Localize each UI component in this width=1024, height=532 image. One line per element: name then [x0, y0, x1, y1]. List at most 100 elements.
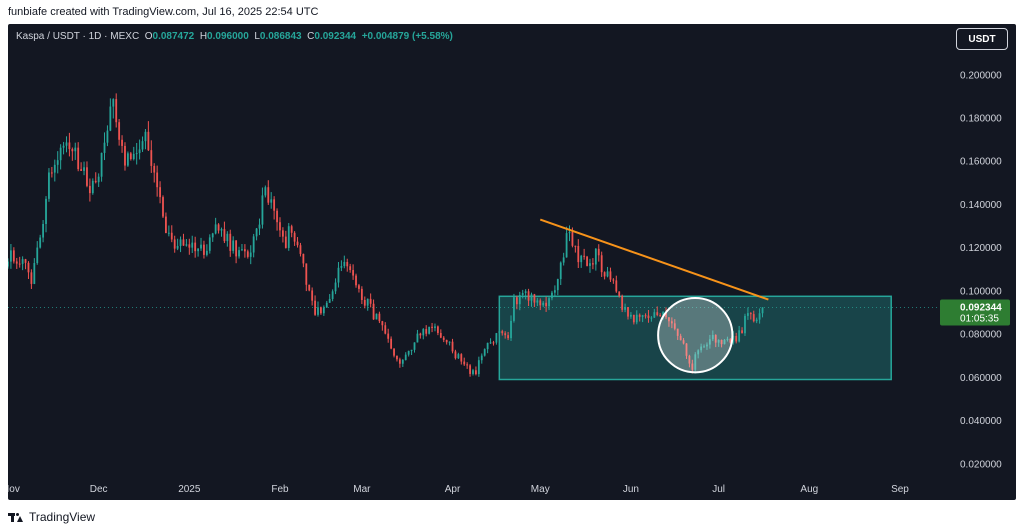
candle-body [185, 244, 188, 246]
footer-brand[interactable]: TradingView [8, 510, 95, 524]
candle-body [714, 335, 717, 343]
y-axis-tick-label: 0.040000 [960, 416, 1002, 427]
candle-body [551, 292, 553, 299]
y-axis-tick-label: 0.140000 [960, 200, 1002, 211]
candle-body [741, 330, 743, 334]
candle-body [472, 370, 474, 374]
candle-body [723, 339, 726, 345]
symbol-legend: Kaspa / USDT · 1D · MEXC O0.087472 H0.09… [16, 31, 453, 42]
candle-body [510, 320, 512, 339]
candle-body [317, 307, 319, 315]
candle-body [138, 149, 141, 154]
candle-body [688, 355, 691, 364]
y-axis-tick-label: 0.100000 [960, 286, 1002, 297]
candle-body [577, 245, 580, 263]
candle-body [182, 239, 185, 246]
candle-body [214, 224, 217, 234]
x-axis-tick-label: 2025 [178, 484, 201, 495]
candle-body [68, 142, 71, 150]
candle-body [466, 364, 469, 366]
currency-button[interactable]: USDT [956, 28, 1008, 50]
candle-body [375, 313, 378, 320]
candle-body [302, 253, 305, 264]
candle-body [109, 106, 112, 131]
candle-body [15, 261, 18, 264]
candle-body [393, 348, 395, 356]
candle-body [173, 239, 176, 249]
candle-body [343, 261, 346, 267]
candle-body [197, 248, 200, 252]
candlestick-chart[interactable]: 0.020000 0.040000 0.060000 0.080000 0.100000… [8, 24, 1016, 500]
candle-body [603, 272, 606, 277]
candle-body [662, 312, 665, 317]
candle-body [358, 285, 360, 289]
candle-body [627, 307, 629, 317]
candle-body [463, 361, 466, 365]
candle-body [665, 312, 667, 318]
x-axis-tick-label: Sep [891, 484, 909, 495]
candle-body [179, 239, 182, 246]
candle-body [223, 229, 226, 242]
candle-body [352, 270, 355, 276]
candle-body [571, 232, 574, 246]
candle-body [644, 315, 647, 317]
candle-body [220, 229, 223, 231]
y-axis-tick-label: 0.020000 [960, 459, 1002, 470]
candle-body [334, 282, 337, 292]
candle-body [477, 360, 480, 375]
candle-body [129, 153, 132, 160]
candle-body [124, 145, 126, 166]
candle-body [457, 354, 460, 359]
candle-body [170, 232, 173, 240]
candle-body [749, 313, 752, 315]
candle-body [565, 233, 568, 258]
credit-line: funbiafe created with TradingView.com, J… [8, 6, 319, 18]
candle-body [144, 131, 147, 142]
candle-body [200, 244, 202, 249]
candle-body [91, 180, 94, 194]
legend-high-value: 0.096000 [207, 31, 249, 42]
candle-body [568, 232, 571, 234]
y-axis-tick-label: 0.200000 [960, 70, 1002, 81]
candle-body [132, 153, 135, 160]
candle-body [618, 291, 621, 296]
legend-high-label: H [199, 31, 208, 42]
candle-body [369, 298, 372, 304]
candle-body [159, 187, 161, 198]
candle-body [624, 307, 626, 310]
price-tag-value: 0.092344 [960, 302, 1002, 313]
candle-body [682, 340, 685, 344]
y-axis-tick-label: 0.180000 [960, 114, 1002, 125]
candle-body [71, 149, 74, 152]
candle-body [650, 317, 653, 319]
candle-body [574, 245, 577, 247]
candle-body [653, 312, 656, 318]
candle-body [533, 294, 536, 303]
candle-body [208, 237, 211, 251]
candle-body [21, 259, 24, 264]
candle-body [194, 242, 197, 252]
candle-body [539, 300, 542, 306]
candle-body [328, 298, 331, 303]
candle-body [548, 298, 550, 307]
candle-body [632, 314, 635, 323]
candle-body [281, 230, 284, 237]
candle-body [284, 236, 287, 248]
candle-body [416, 333, 419, 343]
candle-body [638, 314, 641, 317]
candle-body [425, 329, 428, 334]
candle-body [717, 339, 720, 343]
candle-body [758, 313, 761, 320]
candle-body [287, 226, 290, 248]
chart-panel[interactable]: 0.020000 0.040000 0.060000 0.080000 0.100000… [8, 24, 1016, 500]
candle-body [165, 216, 167, 234]
candle-body [74, 147, 77, 152]
candle-body [504, 333, 507, 336]
candle-body [115, 99, 118, 123]
candle-body [141, 141, 144, 150]
candle-body [507, 335, 510, 339]
candle-body [591, 263, 594, 265]
candle-body [12, 250, 15, 262]
candle-body [735, 335, 738, 342]
legend-open-value: 0.087472 [152, 31, 195, 42]
